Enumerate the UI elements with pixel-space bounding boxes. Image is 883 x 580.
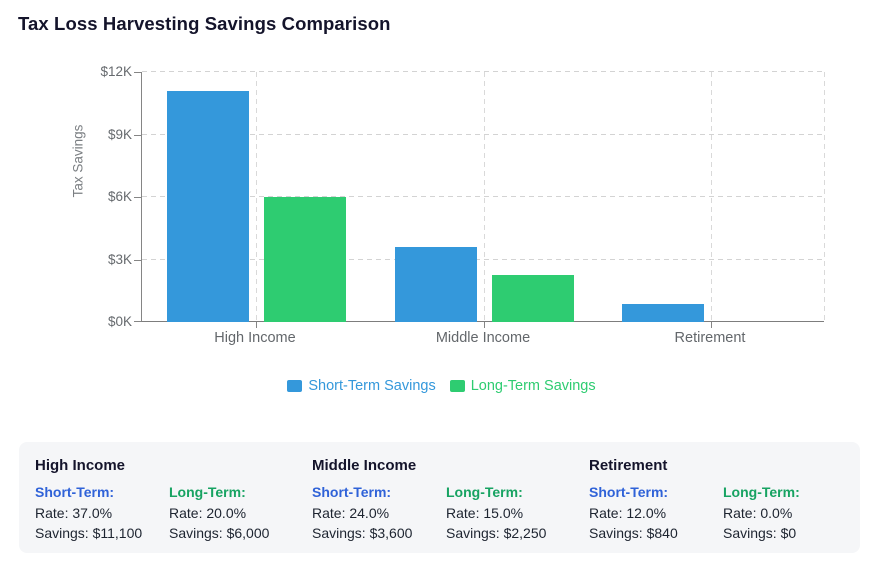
short-term-label: Short-Term: — [589, 484, 669, 500]
card-heading-high-income: High Income — [35, 457, 126, 474]
short-term-rate: Rate: 24.0% — [312, 504, 390, 521]
detail-card-middle-income: Middle Income Short-Term: Rate: 24.0% Savin… — [312, 457, 589, 553]
short-term-savings: Savings: $11,100 — [35, 525, 143, 541]
gridline-v-retirement — [711, 72, 712, 322]
card-short-term-middle-income: Short-Term: Rate: 24.0% Savings: $3,600 — [312, 482, 446, 544]
long-term-label: Long-Term: — [723, 484, 800, 500]
x-category-label-middle-income: Middle Income — [435, 330, 531, 346]
y-tick-label-12k: $12K — [100, 64, 132, 79]
bar-chart: Tax Savings $0K $3K $6K $9K $12K High Income M… — [0, 64, 883, 395]
card-long-term-retirement: Long-Term: Rate: 0.0% Savings: $0 — [723, 482, 866, 544]
gridline-h-6k — [142, 196, 825, 197]
card-heading-retirement: Retirement — [589, 457, 668, 474]
card-long-term-high-income: Long-Term: Rate: 20.0% Savings: $6,000 — [169, 482, 312, 544]
y-tick-label-9k: $9K — [107, 127, 132, 142]
y-tick-label-0k: $0K — [107, 314, 132, 329]
legend-label-short-term-savings: Short-Term Savings — [308, 378, 436, 394]
page-title: Tax Loss Harvesting Savings Comparison — [18, 13, 391, 34]
y-tick-label-6k: $6K — [107, 189, 132, 204]
gridline-v-high-income — [256, 72, 257, 322]
long-term-label: Long-Term: — [169, 484, 246, 500]
long-term-savings: Savings: $6,000 — [169, 525, 270, 541]
x-category-label-retirement: Retirement — [674, 330, 746, 346]
card-short-term-high-income: Short-Term: Rate: 37.0% Savings: $11,100 — [35, 482, 169, 544]
legend-item-short-term-savings[interactable]: Short-Term Savings — [287, 378, 436, 394]
short-term-label: Short-Term: — [312, 484, 392, 500]
bar-high-income-short-term-savings[interactable] — [167, 91, 249, 322]
x-tick-middle-income — [484, 322, 485, 328]
long-term-rate: Rate: 0.0% — [723, 504, 793, 521]
card-columns-high-income: Short-Term: Rate: 37.0% Savings: $11,100 Lo… — [35, 482, 312, 544]
detail-card-retirement: Retirement Short-Term: Rate: 12.0% Savings:… — [589, 457, 866, 553]
card-columns-retirement: Short-Term: Rate: 12.0% Savings: $840 Long-… — [589, 482, 866, 544]
y-tick-label-3k: $3K — [107, 252, 132, 267]
long-term-label: Long-Term: — [446, 484, 523, 500]
gridline-h-12k — [142, 71, 825, 72]
short-term-savings: Savings: $840 — [589, 525, 678, 541]
legend-swatch-short-term-savings — [287, 380, 303, 392]
long-term-savings: Savings: $0 — [723, 525, 797, 541]
legend-label-long-term-savings: Long-Term Savings — [470, 378, 596, 394]
short-term-rate: Rate: 12.0% — [589, 504, 667, 521]
y-tick-9k — [134, 135, 141, 136]
card-columns-middle-income: Short-Term: Rate: 24.0% Savings: $3,600 Lon… — [312, 482, 589, 544]
x-category-label-high-income: High Income — [214, 330, 296, 346]
gridline-h-9k — [142, 134, 825, 135]
long-term-rate: Rate: 20.0% — [169, 504, 247, 521]
details-panel: High Income Short-Term: Rate: 37.0% Savings… — [19, 442, 860, 553]
detail-card-high-income: High Income Short-Term: Rate: 37.0% Savings… — [35, 457, 312, 553]
chart-legend: Short-Term Savings Long-Term Savings — [0, 377, 883, 395]
card-long-term-middle-income: Long-Term: Rate: 15.0% Savings: $2,250 — [446, 482, 589, 544]
x-tick-retirement — [711, 322, 712, 328]
gridline-v-right-edge — [824, 72, 825, 322]
short-term-savings: Savings: $3,600 — [312, 525, 413, 541]
y-tick-3k — [134, 260, 141, 261]
short-term-rate: Rate: 37.0% — [35, 504, 113, 521]
card-heading-middle-income: Middle Income — [312, 457, 417, 474]
short-term-label: Short-Term: — [35, 484, 115, 500]
legend-swatch-long-term-savings — [449, 380, 465, 392]
x-tick-high-income — [256, 322, 257, 328]
bar-high-income-long-term-savings[interactable] — [264, 197, 346, 322]
gridline-h-3k — [142, 259, 825, 260]
y-tick-6k — [134, 197, 141, 198]
gridline-v-middle-income — [484, 72, 485, 322]
bar-middle-income-long-term-savings[interactable] — [492, 275, 574, 322]
y-tick-12k — [134, 72, 141, 73]
bar-middle-income-short-term-savings[interactable] — [395, 247, 477, 322]
card-short-term-retirement: Short-Term: Rate: 12.0% Savings: $840 — [589, 482, 723, 544]
plot-area — [134, 71, 825, 328]
long-term-savings: Savings: $2,250 — [446, 525, 547, 541]
legend-item-long-term-savings[interactable]: Long-Term Savings — [449, 378, 596, 394]
long-term-rate: Rate: 15.0% — [446, 504, 524, 521]
bar-retirement-short-term-savings[interactable] — [622, 304, 704, 322]
y-tick-0k — [134, 321, 141, 322]
